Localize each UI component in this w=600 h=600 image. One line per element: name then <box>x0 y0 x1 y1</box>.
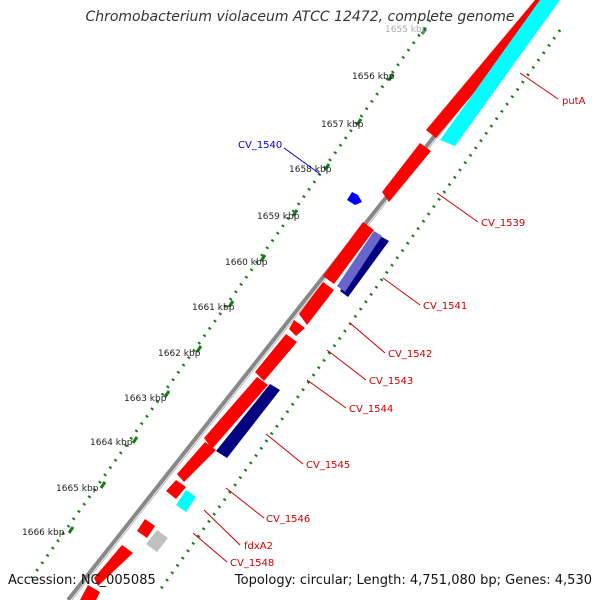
tick-label: 1660 kbp <box>225 258 268 268</box>
tick-label: 1656 kbp <box>352 72 395 82</box>
leader-line <box>203 509 241 546</box>
leader-line <box>519 72 559 100</box>
tick-label: 1662 kbp <box>158 349 201 359</box>
tick-mark <box>195 345 203 353</box>
label-CV_1539[interactable]: CV_1539 <box>481 218 525 229</box>
tick-mark <box>131 436 139 444</box>
leader-line-blue <box>283 147 321 175</box>
outer-dotted-ruler <box>28 19 432 581</box>
leader-line <box>349 322 386 354</box>
gene-CV_1541[interactable] <box>323 222 374 284</box>
leader-line <box>326 349 367 381</box>
tick-mark <box>387 73 395 81</box>
gene-CV_1545[interactable] <box>204 377 268 449</box>
gene-navy-1545[interactable] <box>216 384 280 458</box>
tick-mark <box>163 390 171 398</box>
label-CV_1542[interactable]: CV_1542 <box>388 349 432 360</box>
tick-label: 1659 kbp <box>257 212 300 222</box>
tick-mark <box>227 300 235 308</box>
gene-fdxA2[interactable] <box>166 480 186 499</box>
gene-CV_1542[interactable] <box>299 282 334 325</box>
leader-line <box>436 192 479 223</box>
tick-label: 1665 kbp <box>56 484 99 494</box>
gene-edge-forward-2[interactable] <box>80 585 100 600</box>
leader-line <box>382 277 421 306</box>
leader-line <box>265 433 304 465</box>
label-CV_1546[interactable]: CV_1546 <box>266 514 310 525</box>
gene-pseudo-grey[interactable] <box>146 530 168 552</box>
tick-label: 1658 kbp <box>289 165 332 175</box>
tick-label: 1666 kbp <box>22 528 65 538</box>
tick-label: 1657 kbp <box>321 120 364 130</box>
gene-CV_1548[interactable] <box>137 519 155 538</box>
tick-mark <box>99 481 107 489</box>
gene-cyan-small[interactable] <box>176 490 196 512</box>
tick-label: 1664 kbp <box>90 438 133 448</box>
genome-summary-text: Topology: circular; Length: 4,751,080 bp… <box>234 573 592 588</box>
gene-CV_1544[interactable] <box>255 334 297 381</box>
tick-marks <box>67 27 428 534</box>
label-CV_1543[interactable]: CV_1543 <box>369 376 413 387</box>
gene-CV_1543[interactable] <box>289 320 305 336</box>
gene-CV_1546[interactable] <box>177 442 216 482</box>
tick-label: 1663 kbp <box>124 394 167 404</box>
accession-text: Accession: NC_005085 <box>8 573 156 588</box>
tick-mark <box>420 27 428 35</box>
tick-mark <box>291 209 299 217</box>
tick-mark <box>323 163 331 171</box>
gene-CV_1539[interactable] <box>382 143 431 202</box>
label-putA[interactable]: putA <box>562 96 586 107</box>
leader-line <box>192 532 228 563</box>
label-fdxA2[interactable]: fdxA2 <box>244 541 273 552</box>
label-CV_1548[interactable]: CV_1548 <box>230 558 274 569</box>
tick-label: 1661 kbp <box>192 303 235 313</box>
label-CV_1545[interactable]: CV_1545 <box>306 460 350 471</box>
gene-CV_1540[interactable] <box>347 192 362 205</box>
tick-mark <box>67 526 75 534</box>
leader-line <box>306 379 347 409</box>
map-title: Chromobacterium violaceum ATCC 12472, co… <box>85 9 515 25</box>
label-CV_1544[interactable]: CV_1544 <box>349 404 393 415</box>
gene-navy-1541[interactable] <box>340 236 389 297</box>
tick-mark <box>259 254 267 262</box>
tick-label: 1655 kbp <box>385 25 428 35</box>
gene-purple-1541[interactable] <box>337 231 382 292</box>
label-CV_1540[interactable]: CV_1540 <box>238 140 282 151</box>
gene-putA-reverse[interactable] <box>440 0 560 146</box>
gene-edge-forward[interactable] <box>94 545 133 586</box>
leader-line <box>225 487 265 519</box>
label-CV_1541[interactable]: CV_1541 <box>423 301 467 312</box>
tick-mark <box>355 118 363 126</box>
